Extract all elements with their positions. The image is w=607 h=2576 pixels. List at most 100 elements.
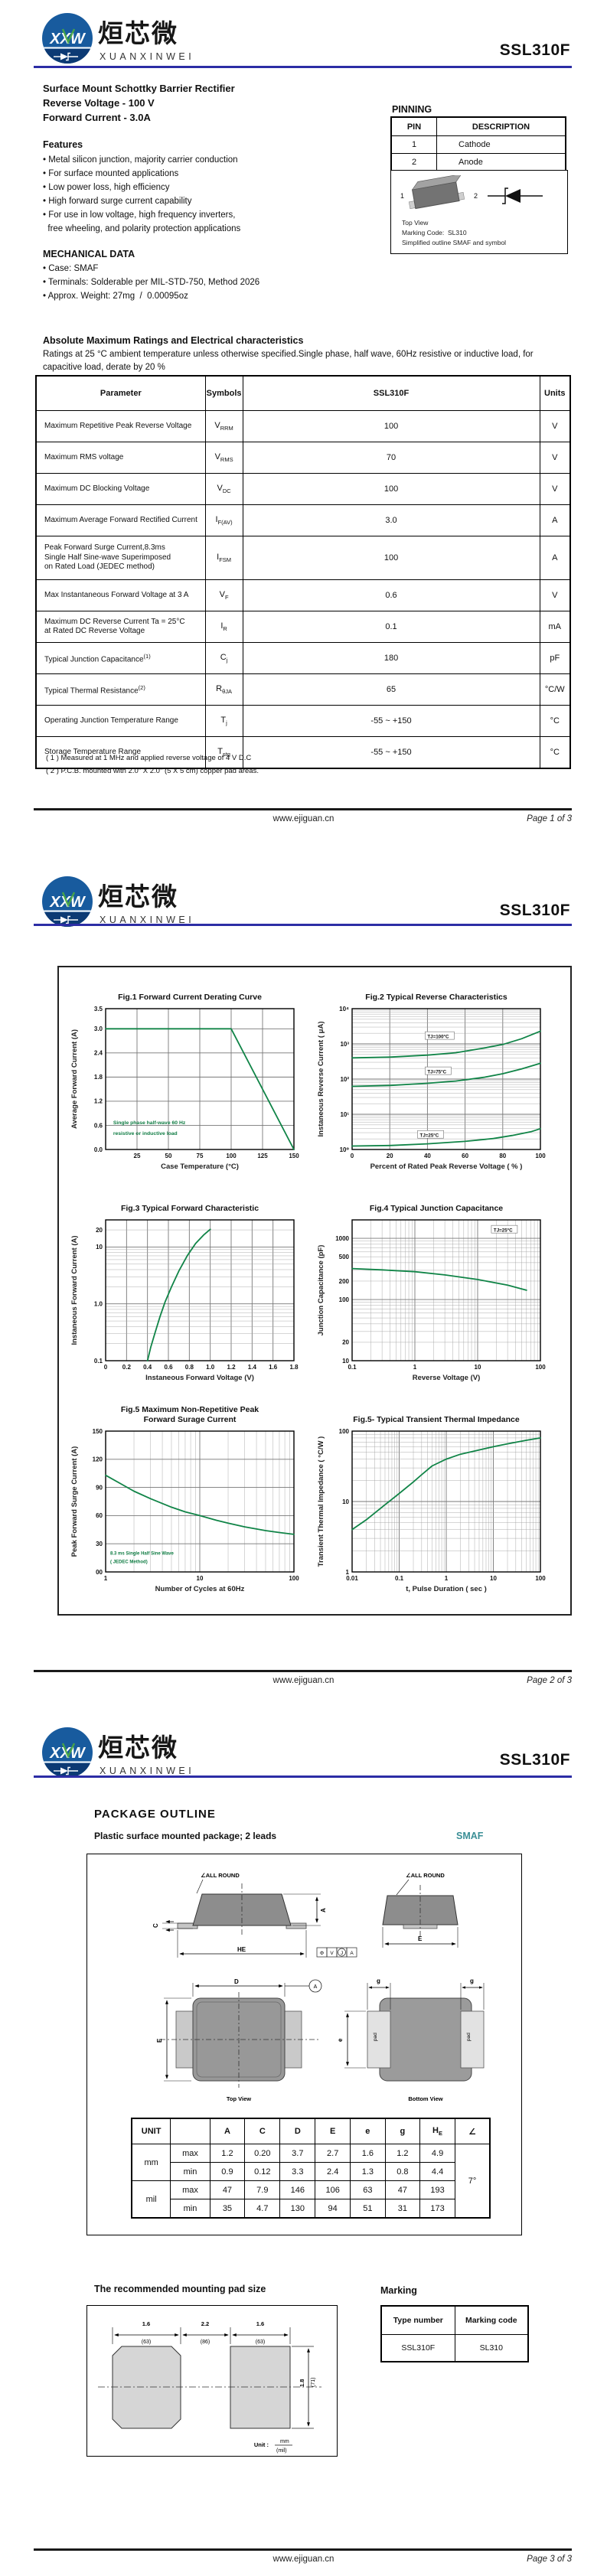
pin-row: 1 Cathode [390, 135, 566, 154]
rating-parameter: Typical Thermal Resistance(2) [35, 673, 206, 706]
rating-value: 65 [242, 673, 540, 706]
svg-text:10: 10 [342, 1358, 349, 1365]
dim-col-header: g [384, 2118, 421, 2144]
svg-text:TJ=100°C: TJ=100°C [427, 1034, 449, 1039]
dim-value-cell: 130 [279, 2199, 316, 2219]
footer-url: www.ejiguan.cn [272, 1676, 335, 1685]
svg-text:125: 125 [257, 1153, 268, 1159]
mounting-pad-drawing: 1.6 (63) 2.2 (86) 1.6 (63) 1.8 (71) Unit… [98, 2320, 321, 2454]
rating-parameter: Maximum DC Reverse Current Ta = 25°C at R… [35, 611, 206, 643]
package-3d-and-symbol: 1 2 [400, 175, 543, 210]
left-pad-shape [112, 2346, 181, 2429]
package-outline-subheading: Plastic surface mounted package; 2 leads [94, 1831, 277, 1841]
svg-text:0.1: 0.1 [395, 1575, 404, 1582]
dim-minmax-cell: max [170, 2180, 210, 2199]
header-rule [34, 924, 572, 926]
svg-text:C: C [152, 1923, 159, 1928]
right-pad-shape [230, 2346, 291, 2429]
rating-parameter: Max Instantaneous Forward Voltage at 3 A [35, 579, 206, 611]
pin1-label: 1 [400, 192, 404, 200]
rating-unit: pF [539, 642, 571, 674]
dim-value-cell: 0.8 [384, 2162, 421, 2181]
svg-text:100: 100 [339, 1296, 350, 1303]
svg-text:Single phase half-wave 60 Hz: Single phase half-wave 60 Hz [113, 1120, 186, 1126]
package-outline-drawing: ∠ALL ROUND A C HE [152, 1872, 485, 2102]
svg-text:100: 100 [226, 1153, 237, 1159]
fig3-cell: Fig.3 Typical Forward Characteristic 0 0.… [67, 1192, 312, 1398]
package-caption-line: Simplified outline SMAF and symbol [402, 239, 507, 246]
svg-text:D: D [234, 1978, 239, 1985]
svg-text:100: 100 [339, 1428, 350, 1435]
dim-minmax-cell: max [170, 2144, 210, 2163]
characteristic-curves-panel: Fig.1 Forward Current Derating Curve 25 5… [57, 966, 572, 1616]
rating-parameter: Maximum DC Blocking Voltage [35, 473, 206, 505]
marking-code: SL310 [454, 2334, 529, 2362]
rating-symbol: RθJA [204, 673, 243, 706]
svg-text:TJ=75°C: TJ=75°C [427, 1069, 446, 1074]
logo-diode-icon [60, 916, 68, 924]
feature-item: • For use in low voltage, high frequency… [43, 210, 236, 220]
svg-text:10¹: 10¹ [340, 1111, 349, 1118]
dim-value-cell: 63 [350, 2180, 386, 2199]
dim-value-cell: 31 [384, 2199, 421, 2219]
svg-text:E: E [418, 1935, 423, 1942]
fig4-cell: Fig.4 Typical Junction Capacitance 0.1 1 1… [314, 1192, 559, 1398]
marking-row: SSL310F SL310 [380, 2334, 529, 2362]
footer-rule [34, 2548, 572, 2551]
svg-text:1: 1 [346, 1569, 350, 1576]
logo-green-accent-icon [61, 892, 76, 908]
dim-value-cell: 146 [279, 2180, 316, 2199]
logo-diode-icon [60, 1767, 68, 1775]
fig5-title: Fig.5 Maximum Non-Repetitive Peak [120, 1405, 259, 1414]
rating-parameter: Maximum Average Forward Rectified Curren… [35, 504, 206, 536]
svg-text:HE: HE [237, 1946, 246, 1953]
svg-text:100: 100 [535, 1153, 546, 1159]
fig5-title-line2: Forward Surage Current [143, 1415, 237, 1424]
rating-value: -55 ~ +150 [242, 736, 540, 769]
rating-value: 100 [242, 536, 540, 580]
svg-text:10²: 10² [340, 1076, 349, 1083]
fig6-chart: 0.01 0.1 1 10 100 1 10 100 t, Pulse Duration ( s… [317, 1428, 546, 1593]
mounting-pad-box: 1.6 (63) 2.2 (86) 1.6 (63) 1.8 (71) Unit… [86, 2305, 338, 2457]
rating-unit: °C [539, 705, 571, 737]
header-rule [34, 1775, 572, 1778]
rating-value: 100 [242, 473, 540, 505]
features-list: • Metal silicon junction, majority carri… [43, 153, 240, 236]
brand-logo: XXW 烜芯微 XUANXINWEI [42, 1727, 191, 1778]
svg-text:Percent of Rated Peak Reverse: Percent of Rated Peak Reverse Voltage ( … [370, 1162, 523, 1171]
svg-text:(86): (86) [201, 2340, 210, 2345]
rating-parameter: Typical Junction Capacitance(1) [35, 642, 206, 674]
ratings-col-header: Parameter [35, 375, 206, 411]
dim-value-cell: 1.2 [209, 2144, 246, 2163]
svg-text:90: 90 [96, 1484, 103, 1491]
svg-text:0.4: 0.4 [143, 1364, 152, 1371]
rating-value: 180 [242, 642, 540, 674]
dim-col-header: A [209, 2118, 246, 2144]
svg-text:TJ=25°C: TJ=25°C [420, 1133, 439, 1138]
dim-row: mil max 47 7.9 146 106 63 47 193 [131, 2180, 490, 2219]
mechanical-item: • Case: SMAF [43, 264, 99, 273]
svg-text:(71): (71) [311, 2378, 316, 2387]
svg-text:100: 100 [289, 1575, 299, 1582]
brand-name-cn: 烜芯微 [98, 19, 178, 47]
svg-text:1.2: 1.2 [227, 1364, 236, 1371]
dim-value-cell: 2.7 [315, 2144, 351, 2163]
svg-text:8.3 ms Single Half Sine Wave: 8.3 ms Single Half Sine Wave [110, 1551, 174, 1556]
svg-text:0.1: 0.1 [348, 1364, 357, 1371]
fig2-chart: 0 20 40 60 80 100 10⁰ 10¹ 10² 10³ 10⁴ Percent of Ra… [317, 1006, 546, 1171]
feature-item: • Low power loss, high efficiency [43, 183, 170, 192]
svg-text:t, Pulse Duration ( sec ): t, Pulse Duration ( sec ) [406, 1585, 487, 1593]
fig5-cell: Fig.5 Maximum Non-Repetitive Peak Forwar… [67, 1404, 312, 1609]
footer-rule [34, 1670, 572, 1672]
rating-parameter: Maximum RMS voltage [35, 442, 206, 474]
svg-text:40: 40 [424, 1153, 431, 1159]
svg-text:1.2: 1.2 [94, 1098, 103, 1105]
dim-value-cell: 106 [315, 2180, 351, 2199]
header-rule [34, 66, 572, 68]
svg-text:50: 50 [165, 1153, 172, 1159]
ratings-col-header: SSL310F [242, 375, 540, 411]
ratings-col-header: Symbols [204, 375, 243, 411]
dim-value-cell: 1.6 [350, 2144, 386, 2163]
svg-text:Case Temperature (°C): Case Temperature (°C) [161, 1162, 239, 1171]
